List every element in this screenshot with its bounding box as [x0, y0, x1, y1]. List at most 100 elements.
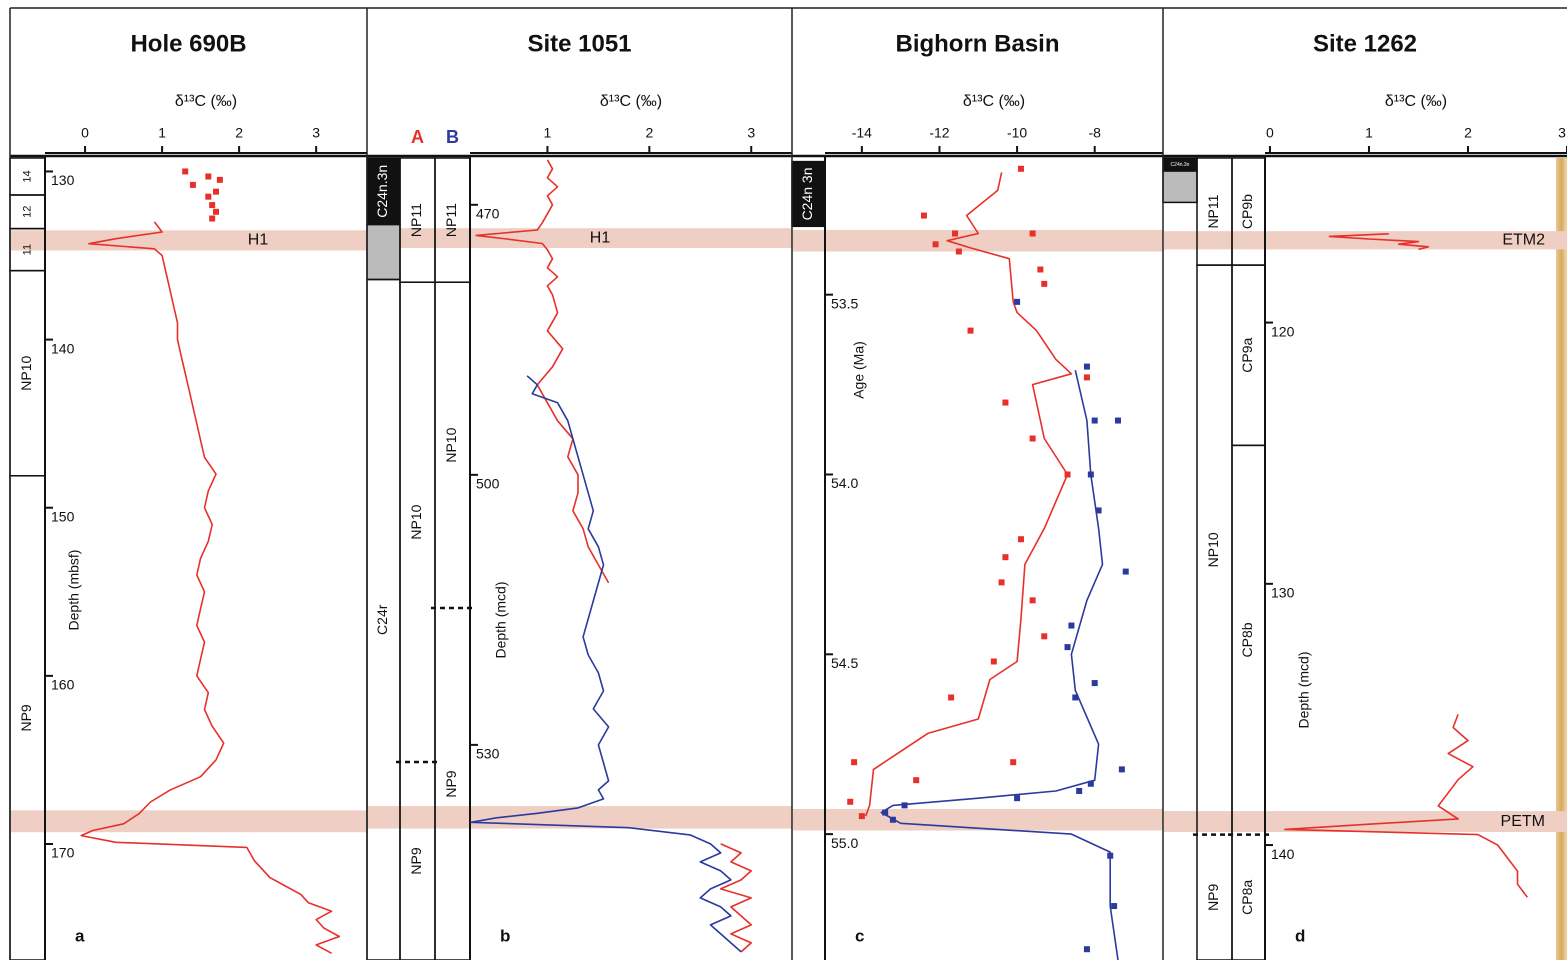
zone-label: NP11 [1205, 194, 1221, 228]
y-tick-label: 170 [51, 845, 75, 861]
y-tick-label: 55.0 [831, 835, 858, 851]
zone-label: 14 [21, 170, 33, 182]
data-point [1064, 471, 1071, 478]
data-point [932, 241, 939, 248]
data-point [1041, 280, 1048, 287]
data-point [882, 809, 889, 816]
zone-label: CP8a [1239, 880, 1255, 915]
x-tick-label: 1 [158, 125, 166, 141]
data-point [216, 176, 223, 183]
band-label: H1 [248, 232, 269, 249]
panel-letter: d [1295, 926, 1305, 945]
column-heading: A [411, 127, 424, 147]
data-point [209, 202, 216, 209]
data-line [80, 221, 341, 955]
event-band [11, 810, 367, 833]
event-band [793, 808, 1163, 831]
zone-label: C24n.3n [1171, 162, 1190, 168]
zone-label: NP9 [443, 770, 459, 797]
zone-label: NP9 [1205, 883, 1221, 910]
data-point [955, 248, 962, 255]
zone-label: NP9 [18, 704, 34, 731]
data-point [1014, 298, 1021, 305]
x-tick-label: -10 [1007, 125, 1027, 141]
y-tick-label: 54.0 [831, 475, 858, 491]
zone-label: CP9a [1239, 338, 1255, 373]
data-point [952, 230, 958, 237]
y-tick-label: 130 [1271, 585, 1295, 601]
data-point [1037, 266, 1044, 273]
data-point [1017, 536, 1024, 543]
column-heading: B [446, 127, 459, 147]
panel-title: Site 1051 [527, 30, 631, 57]
y-axis-label: Age (Ma) [851, 341, 867, 399]
data-point [205, 173, 212, 180]
event-band [368, 228, 792, 249]
data-point [889, 816, 896, 823]
data-point [901, 802, 908, 809]
data-point [1083, 374, 1090, 381]
x-axis-label: δ¹³C (‰) [600, 93, 662, 110]
data-point [182, 168, 189, 175]
data-point [1091, 417, 1098, 424]
zone-label: NP10 [443, 427, 459, 462]
data-point [913, 777, 920, 784]
y-axis-label: Depth (mbsf) [66, 550, 82, 631]
band-label: H1 [590, 229, 611, 246]
x-tick-label: 3 [1558, 125, 1566, 141]
data-point [990, 658, 997, 665]
x-axis-label: δ¹³C (‰) [963, 93, 1025, 110]
x-tick-label: -12 [929, 125, 949, 141]
zone [791, 160, 826, 228]
x-tick-label: 1 [544, 125, 552, 141]
y-tick-label: 470 [476, 206, 500, 222]
data-point [920, 212, 927, 219]
event-band [368, 806, 792, 829]
zone-label: NP9 [408, 847, 424, 874]
zone-label: CP8b [1239, 622, 1255, 657]
data-point [189, 181, 196, 188]
x-axis-label: δ¹³C (‰) [1385, 93, 1447, 110]
data-point [1083, 946, 1090, 953]
panel-letter: b [500, 926, 510, 945]
zone-label: NP10 [1205, 532, 1221, 567]
zone-label: C24n.3n [374, 165, 390, 218]
y-tick-label: 150 [51, 508, 75, 524]
y-axis-label: Depth (mcd) [1296, 651, 1312, 728]
x-tick-label: 2 [645, 125, 653, 141]
data-point [1002, 399, 1009, 406]
data-point [1095, 507, 1102, 514]
y-tick-label: 54.5 [831, 655, 858, 671]
data-point [851, 759, 858, 766]
x-tick-label: -8 [1088, 125, 1101, 141]
data-point [1107, 852, 1114, 859]
zone-label: CP9b [1239, 194, 1255, 229]
core-photo-strip [1556, 158, 1567, 960]
x-tick-label: 3 [312, 125, 320, 141]
y-tick-label: 530 [476, 746, 500, 762]
y-tick-label: 130 [51, 172, 75, 188]
data-point [1083, 363, 1090, 370]
data-point [1076, 787, 1083, 794]
band-label: ETM2 [1502, 232, 1545, 249]
data-point [213, 208, 220, 215]
data-point [1029, 230, 1036, 237]
data-point [1122, 568, 1129, 575]
data-line [880, 370, 1119, 960]
data-point [998, 579, 1005, 586]
zone-label: NP10 [18, 355, 34, 390]
data-point [1017, 165, 1024, 172]
panel-letter: c [855, 926, 864, 945]
event-band [793, 229, 1163, 252]
data-point [1111, 903, 1118, 910]
data-line [475, 159, 752, 953]
data-point [1029, 435, 1036, 442]
zone-label: C24n 3n [799, 167, 815, 220]
data-point [967, 327, 974, 334]
zone-label: 11 [21, 244, 33, 255]
data-point [1072, 694, 1079, 701]
panel-title: Site 1262 [1313, 30, 1417, 57]
y-tick-label: 53.5 [831, 295, 858, 311]
